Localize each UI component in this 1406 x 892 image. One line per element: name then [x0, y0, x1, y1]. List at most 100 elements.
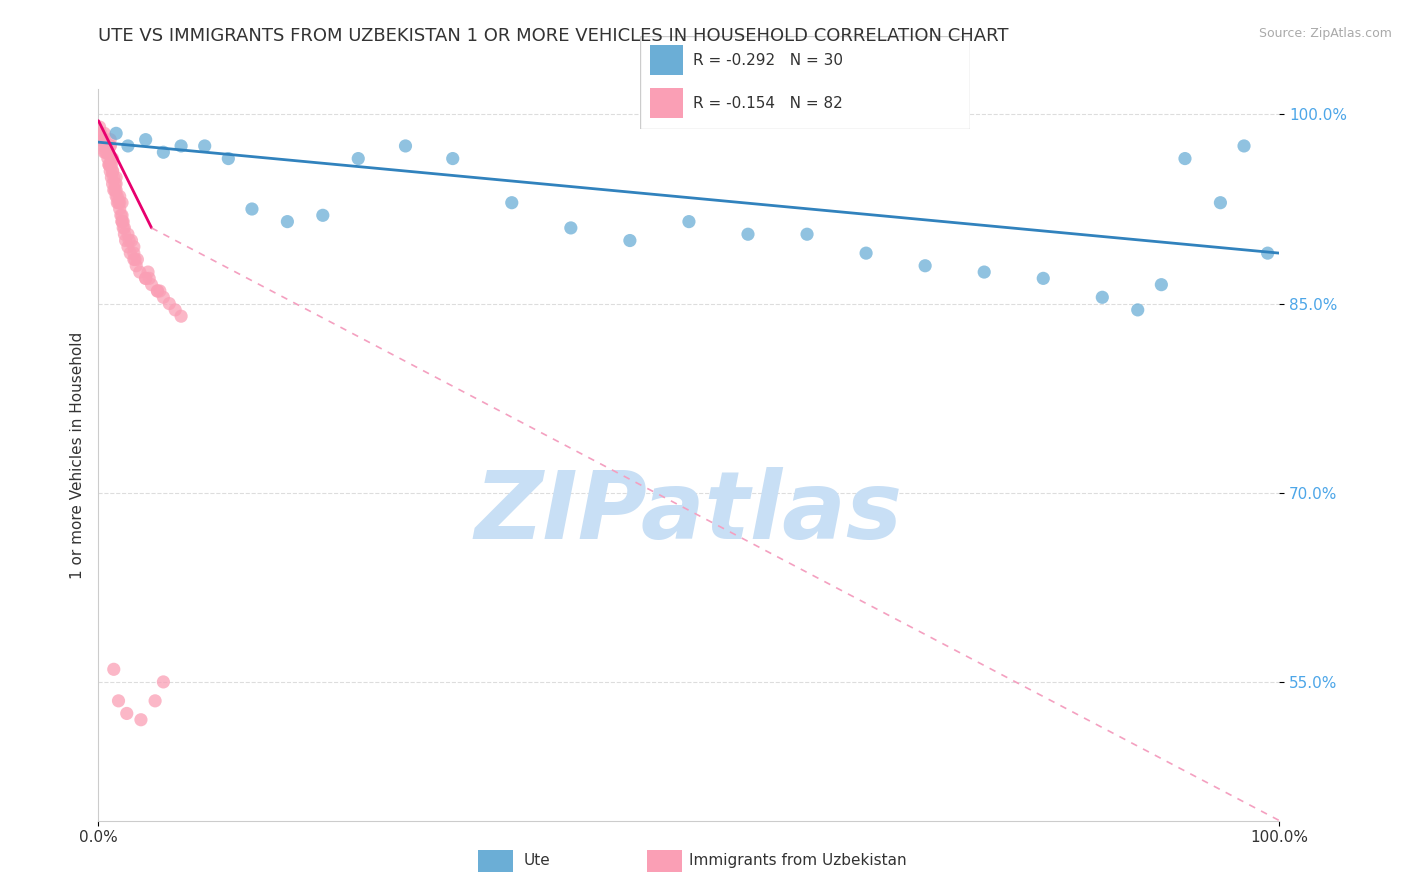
- Point: [98, 164, 121, 178]
- Point: [973, 265, 995, 279]
- Text: Immigrants from Uzbekistan: Immigrants from Uzbekistan: [689, 854, 907, 868]
- Point: [98, 158, 121, 172]
- Point: [112, 221, 135, 235]
- Bar: [650, 45, 683, 75]
- Point: [124, 252, 146, 267]
- Point: [128, 265, 150, 279]
- Point: [111, 214, 134, 228]
- Point: [136, 265, 159, 279]
- Point: [90, 126, 112, 140]
- Point: [1032, 271, 1054, 285]
- Point: [107, 694, 129, 708]
- Point: [111, 214, 134, 228]
- Point: [108, 195, 131, 210]
- Point: [98, 158, 121, 172]
- Point: [101, 152, 124, 166]
- Point: [217, 152, 239, 166]
- Point: [98, 133, 121, 147]
- Point: [101, 164, 124, 178]
- Point: [97, 152, 120, 166]
- Point: [135, 271, 157, 285]
- Point: [120, 246, 142, 260]
- Point: [1091, 290, 1114, 304]
- Point: [94, 139, 117, 153]
- Point: [347, 152, 370, 166]
- Point: [118, 234, 141, 248]
- Point: [143, 694, 166, 708]
- Point: [1174, 152, 1197, 166]
- Bar: [647, 849, 682, 872]
- Point: [101, 164, 124, 178]
- Point: [111, 208, 134, 222]
- Point: [122, 240, 145, 254]
- Point: [146, 284, 169, 298]
- Point: [194, 139, 217, 153]
- Point: [89, 120, 111, 134]
- Point: [103, 183, 125, 197]
- Text: Ute: Ute: [524, 854, 551, 868]
- Point: [100, 170, 122, 185]
- Point: [1150, 277, 1173, 292]
- Point: [276, 214, 298, 228]
- Point: [170, 309, 193, 323]
- Point: [117, 240, 139, 254]
- Point: [152, 145, 174, 160]
- Point: [678, 214, 700, 228]
- Point: [91, 139, 114, 153]
- Point: [117, 139, 139, 153]
- Point: [108, 202, 131, 216]
- Point: [112, 214, 135, 228]
- Point: [122, 246, 145, 260]
- Point: [115, 706, 138, 721]
- Point: [105, 195, 128, 210]
- Point: [103, 662, 125, 676]
- Bar: [478, 849, 513, 872]
- Point: [122, 252, 145, 267]
- Point: [114, 234, 136, 248]
- Point: [107, 195, 129, 210]
- Point: [737, 227, 759, 242]
- Text: R = -0.154   N = 82: R = -0.154 N = 82: [693, 95, 842, 111]
- Point: [93, 133, 115, 147]
- Point: [100, 158, 122, 172]
- Point: [501, 195, 523, 210]
- Point: [101, 177, 124, 191]
- Text: Source: ZipAtlas.com: Source: ZipAtlas.com: [1258, 27, 1392, 40]
- Bar: [650, 88, 683, 118]
- Point: [914, 259, 936, 273]
- Point: [165, 302, 187, 317]
- Point: [96, 145, 118, 160]
- Point: [98, 139, 121, 153]
- Point: [1126, 302, 1149, 317]
- Point: [93, 126, 115, 140]
- Point: [138, 271, 160, 285]
- Point: [1209, 195, 1232, 210]
- Point: [105, 183, 128, 197]
- Point: [240, 202, 263, 216]
- Point: [560, 221, 582, 235]
- Text: R = -0.292   N = 30: R = -0.292 N = 30: [693, 53, 842, 68]
- Point: [129, 713, 152, 727]
- Point: [1233, 139, 1256, 153]
- Point: [98, 139, 121, 153]
- Point: [157, 296, 180, 310]
- Point: [104, 183, 127, 197]
- Point: [96, 139, 118, 153]
- Point: [93, 145, 115, 160]
- Point: [105, 170, 128, 185]
- Point: [121, 234, 143, 248]
- Point: [127, 252, 149, 267]
- Point: [135, 271, 157, 285]
- Point: [441, 152, 464, 166]
- Point: [103, 170, 125, 185]
- Text: UTE VS IMMIGRANTS FROM UZBEKISTAN 1 OR MORE VEHICLES IN HOUSEHOLD CORRELATION CH: UTE VS IMMIGRANTS FROM UZBEKISTAN 1 OR M…: [98, 27, 1010, 45]
- Y-axis label: 1 or more Vehicles in Household: 1 or more Vehicles in Household: [69, 331, 84, 579]
- Point: [855, 246, 877, 260]
- Point: [117, 227, 139, 242]
- Point: [152, 290, 174, 304]
- Point: [91, 133, 114, 147]
- Point: [105, 189, 128, 203]
- Point: [796, 227, 818, 242]
- Point: [108, 189, 131, 203]
- Point: [146, 284, 169, 298]
